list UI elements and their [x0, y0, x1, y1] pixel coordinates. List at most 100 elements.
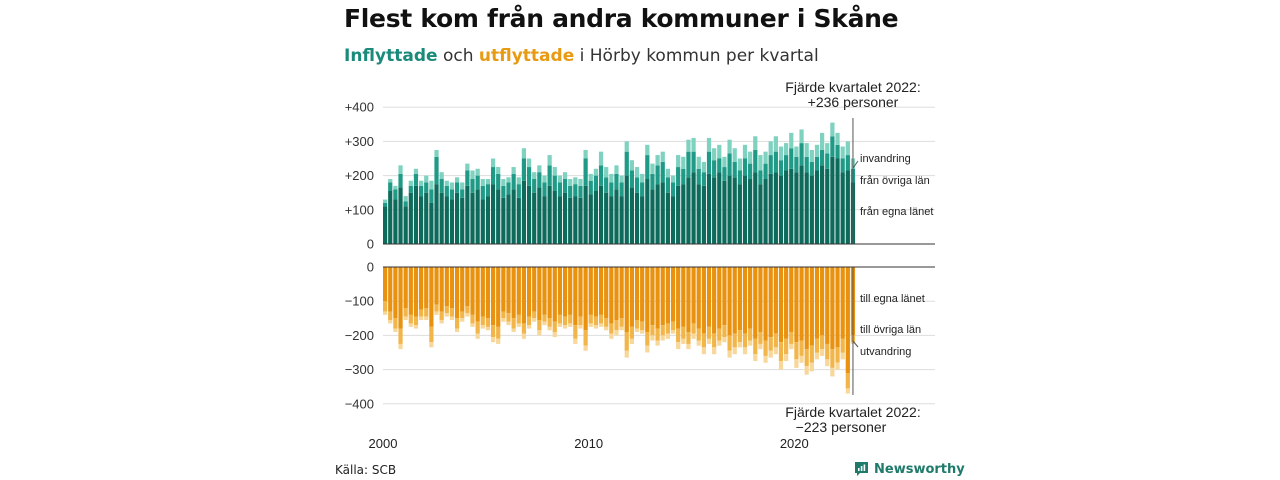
bar-out-utvandring	[686, 343, 691, 350]
bar-out-ovriga	[593, 316, 599, 326]
bar-in-ovriga	[562, 179, 568, 193]
bar-out-utvandring	[742, 347, 748, 355]
x-tick-label: 2020	[780, 436, 809, 451]
bar-in-invandring	[393, 185, 398, 190]
bar-in-ovriga	[722, 167, 727, 181]
bar-out-utvandring	[418, 316, 424, 321]
bar-out-egna	[789, 267, 794, 332]
bar-in-invandring	[408, 180, 413, 186]
bar-out-egna	[696, 267, 701, 329]
bar-out-utvandring	[820, 349, 825, 356]
bar-in-invandring	[691, 137, 696, 152]
bar-in-egna	[634, 192, 640, 244]
bar-out-ovriga	[418, 309, 424, 317]
bar-in-ovriga	[542, 182, 547, 197]
bar-in-egna	[511, 189, 516, 244]
bar-out-egna	[470, 267, 475, 315]
bar-in-egna	[593, 190, 599, 244]
bar-out-ovriga	[789, 331, 794, 344]
bar-in-egna	[655, 184, 660, 244]
bar-out-ovriga	[383, 301, 388, 312]
bar-in-invandring	[645, 144, 650, 156]
bar-out-ovriga	[454, 318, 460, 329]
bar-in-ovriga	[778, 160, 784, 176]
bar-in-invandring	[383, 199, 388, 203]
bar-out-ovriga	[840, 338, 845, 353]
bar-in-invandring	[763, 151, 768, 164]
bar-out-ovriga	[434, 304, 439, 312]
bar-out-utvandring	[496, 338, 501, 344]
bar-in-egna	[691, 172, 696, 244]
bar-out-ovriga	[753, 338, 758, 355]
bar-out-ovriga	[413, 316, 419, 326]
bar-in-ovriga	[393, 189, 398, 200]
bar-out-ovriga	[624, 331, 629, 351]
bar-out-egna	[434, 267, 439, 305]
bar-out-utvandring	[593, 325, 599, 329]
bar-out-ovriga	[588, 314, 593, 324]
bar-in-invandring	[593, 168, 599, 176]
bar-in-ovriga	[506, 182, 511, 195]
bar-in-invandring	[717, 144, 722, 159]
bar-in-egna	[383, 206, 388, 244]
bar-out-utvandring	[383, 311, 388, 315]
bar-in-egna	[676, 185, 681, 244]
bar-out-egna	[383, 267, 388, 302]
series-label-till-egna-lanet: till egna länet	[860, 293, 925, 305]
bar-in-ovriga	[727, 153, 732, 176]
bar-out-utvandring	[778, 361, 784, 370]
bar-out-utvandring	[665, 333, 670, 339]
bar-out-egna	[418, 267, 424, 310]
bar-in-ovriga	[763, 163, 768, 180]
bar-in-ovriga	[629, 170, 634, 188]
bar-out-egna	[568, 267, 573, 315]
bar-in-invandring	[820, 132, 825, 150]
bar-in-ovriga	[809, 161, 814, 176]
bar-out-utvandring	[475, 333, 480, 339]
bar-out-utvandring	[434, 311, 439, 315]
y-tick-label: −400	[345, 396, 374, 411]
bar-in-invandring	[825, 143, 830, 154]
bar-out-utvandring	[460, 318, 465, 322]
bar-in-egna	[717, 172, 722, 244]
bar-out-egna	[552, 267, 557, 322]
bar-in-egna	[429, 202, 434, 244]
bar-in-ovriga	[645, 155, 650, 180]
bar-out-ovriga	[794, 342, 799, 360]
bar-out-ovriga	[670, 321, 676, 331]
bar-in-egna	[825, 168, 830, 244]
bar-out-ovriga	[578, 316, 583, 326]
bar-in-ovriga	[526, 167, 532, 186]
bar-out-utvandring	[526, 325, 532, 329]
bar-in-ovriga	[614, 173, 619, 190]
bar-out-ovriga	[629, 326, 634, 339]
bar-in-invandring	[701, 161, 706, 173]
bar-in-egna	[748, 179, 753, 244]
bar-out-utvandring	[660, 335, 665, 341]
bar-in-invandring	[773, 136, 778, 152]
bar-out-utvandring	[521, 333, 527, 339]
bar-out-ovriga	[748, 328, 753, 341]
bar-in-invandring	[485, 179, 491, 185]
bar-in-ovriga	[634, 177, 640, 193]
y-tick-label: 0	[367, 237, 374, 252]
bar-in-egna	[418, 196, 424, 244]
bar-out-utvandring	[835, 362, 840, 370]
subtitle-rest: i Hörby kommun per kvartal	[574, 46, 819, 66]
bar-out-utvandring	[712, 347, 717, 355]
series-label-fran-ovriga-lan: från övriga län	[860, 175, 930, 187]
bar-out-egna	[526, 267, 532, 317]
bar-in-invandring	[727, 139, 732, 154]
bar-out-utvandring	[604, 326, 609, 331]
bar-in-egna	[804, 172, 809, 244]
series-label-utvandring: utvandring	[860, 346, 911, 358]
bar-out-egna	[645, 267, 650, 332]
bar-in-ovriga	[398, 173, 403, 188]
bar-out-egna	[676, 267, 681, 329]
bar-in-ovriga	[732, 161, 737, 178]
bar-out-egna	[794, 267, 799, 343]
bar-out-ovriga	[804, 349, 809, 367]
bar-out-ovriga	[496, 326, 501, 339]
bar-in-invandring	[403, 196, 408, 202]
bar-out-egna	[490, 267, 496, 326]
